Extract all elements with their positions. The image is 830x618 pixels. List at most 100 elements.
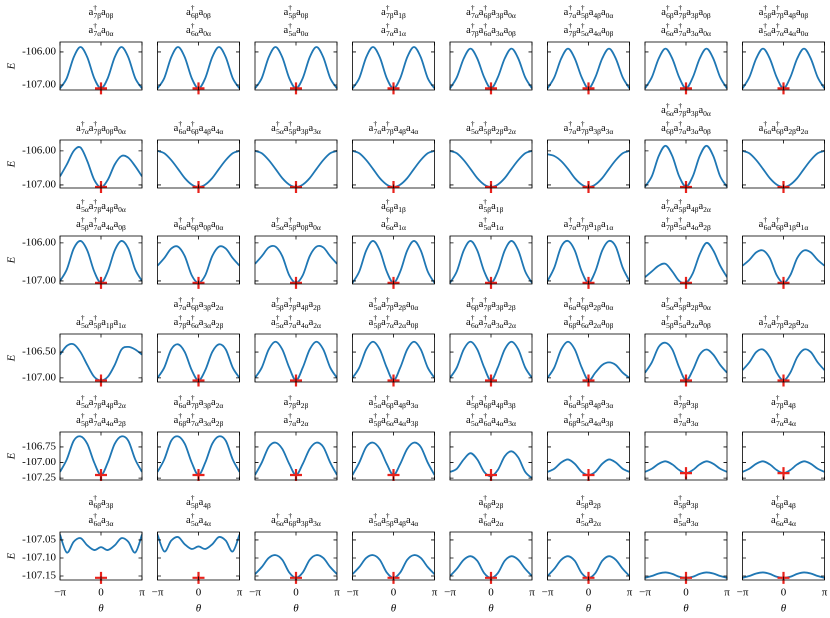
panel-title: a† 5αa† 5βa2βa0α (661, 295, 711, 312)
panel-title: a† 7αa† 7βa4βa4α (369, 119, 419, 136)
plot-frame (352, 531, 435, 581)
panel: a† 5βa4βa† 5αa4α −π 0 π θ (152, 493, 243, 615)
x-tick-label: 0 (196, 587, 202, 599)
panel-title: a† 6βa† 7αa3αa0β (661, 119, 711, 136)
panel-title: a† 5βa† 7αa4αa0β (76, 215, 126, 232)
x-axis-label: θ (488, 603, 494, 615)
energy-curve (60, 240, 142, 284)
panel-title: a† 6αa† 6βa2βa2α (759, 119, 809, 136)
panel-title: a† 7αa† 7βa0βa0α (76, 119, 126, 136)
y-axis-label: E (6, 452, 18, 460)
x-tick-label: −π (152, 587, 164, 599)
plot-frame (742, 139, 825, 189)
panel-title: a† 6αa† 6βa1βa1α (759, 215, 809, 232)
panel: a† 6βa2βa† 6αa2α −π 0 π θ (444, 493, 535, 615)
panel-title: a† 7αa† 7βa3βa3α (564, 119, 614, 136)
y-tick-label: -106.50 (22, 346, 56, 358)
panel-title: a† 5αa† 7βa2βa0α (369, 295, 419, 312)
panel-title: a† 6αa† 5βa4βa3α (564, 393, 614, 410)
plot-frame (352, 235, 435, 285)
x-axis-label: θ (586, 603, 592, 615)
panel: a† 5βa1βa† 5αa1α (449, 197, 533, 289)
plot-frame (157, 431, 240, 481)
panel: a† 6βa1βa† 6αa1α (352, 197, 435, 289)
panel-title: a† 6αa† 6βa4βa4α (174, 119, 224, 136)
panel-title: a† 5αa4α (186, 511, 211, 528)
panel-title: a† 7αa† 6βa3βa0α (466, 3, 516, 20)
y-tick-label: -107.00 (22, 456, 56, 468)
y-axis-label: E (6, 62, 18, 70)
plot-frame (254, 235, 338, 285)
panel-title: a† 5βa† 7αa2αa0β (369, 313, 419, 330)
plot-frame (742, 333, 825, 383)
x-tick-label: 0 (683, 587, 689, 599)
plot-frame (59, 431, 143, 481)
y-axis-label: E (6, 256, 18, 264)
panel-title: a† 5αa† 7βa4βa0α (76, 197, 126, 214)
panel: a† 5αa† 5βa1βa1α -106.50 -107.00 (22, 313, 143, 387)
y-tick-label: -106.00 (22, 236, 56, 248)
panel: a† 6αa† 6βa3βa3α −π 0 π θ (249, 511, 340, 615)
plot-frame (742, 41, 825, 91)
x-tick-label: π (627, 587, 633, 599)
panel-title: a† 7βa2β (284, 393, 309, 410)
panel-title: a† 5αa† 5βa1βa1α (76, 313, 126, 330)
panel-title: a† 5αa0α (284, 21, 309, 38)
plot-frame (157, 235, 240, 285)
panel: a† 6βa0βa† 6αa0α (157, 3, 240, 95)
plot-frame (449, 333, 533, 383)
y-axis-label: E (6, 160, 18, 168)
x-axis-label: θ (391, 603, 397, 615)
y-tick-label: -106.00 (22, 45, 56, 57)
panel-title: a† 6αa2α (479, 511, 504, 528)
energy-curve (450, 240, 532, 284)
plot-frame (254, 41, 338, 91)
plot-frame (59, 235, 143, 285)
y-tick-label: -107.00 (22, 79, 56, 91)
panel: a† 7βa1βa† 7αa1α (352, 3, 435, 95)
panel: a† 6αa† 6βa4βa4α (157, 119, 240, 193)
energy-curve (645, 144, 727, 188)
panel-title: a† 5αa† 7βa4βa2α (76, 393, 126, 410)
panel-title: a† 6αa† 6βa2βa0α (564, 295, 614, 312)
y-axis-label: E (6, 354, 18, 362)
x-tick-label: π (724, 587, 730, 599)
panel-title: a† 7αa† 7βa1βa1α (564, 215, 614, 232)
y-tick-label: -106.00 (22, 144, 56, 156)
x-tick-label: 0 (781, 587, 787, 599)
x-tick-label: π (432, 587, 438, 599)
plot-frame (254, 431, 338, 481)
plot-frame (157, 333, 240, 383)
plot-frame (644, 235, 728, 285)
panel-title: a† 5αa† 7αa4αa0α (759, 21, 809, 38)
panel-title: a† 6αa† 7βa3βa0α (661, 101, 711, 118)
panel-title: a† 5αa3α (674, 511, 699, 528)
y-tick-label: -107.10 (22, 552, 56, 564)
x-tick-label: −π (54, 587, 66, 599)
panel-title: a† 7βa† 6αa3αa0β (466, 21, 516, 38)
x-axis-label: θ (781, 603, 787, 615)
panel-title: a† 6αa† 6βa0βa0α (174, 215, 224, 232)
panel: a† 6βa4βa† 6αa4α −π 0 π θ (737, 493, 828, 615)
panel: a† 5αa† 5βa2βa2α (449, 119, 533, 193)
panel: a† 7αa† 7βa4βa4α (352, 119, 435, 193)
x-tick-label: π (822, 587, 828, 599)
plot-frame (449, 531, 533, 581)
energy-curve (255, 46, 337, 90)
panel-title: a† 6αa1α (381, 215, 406, 232)
panel-title: a† 6βa0β (186, 3, 211, 20)
panel-title: a† 5αa2α (576, 511, 601, 528)
plot-frame (644, 333, 728, 383)
x-tick-label: 0 (586, 587, 592, 599)
panel: a† 5αa† 5βa0βa0α (254, 215, 338, 289)
plot-frame (644, 139, 728, 189)
